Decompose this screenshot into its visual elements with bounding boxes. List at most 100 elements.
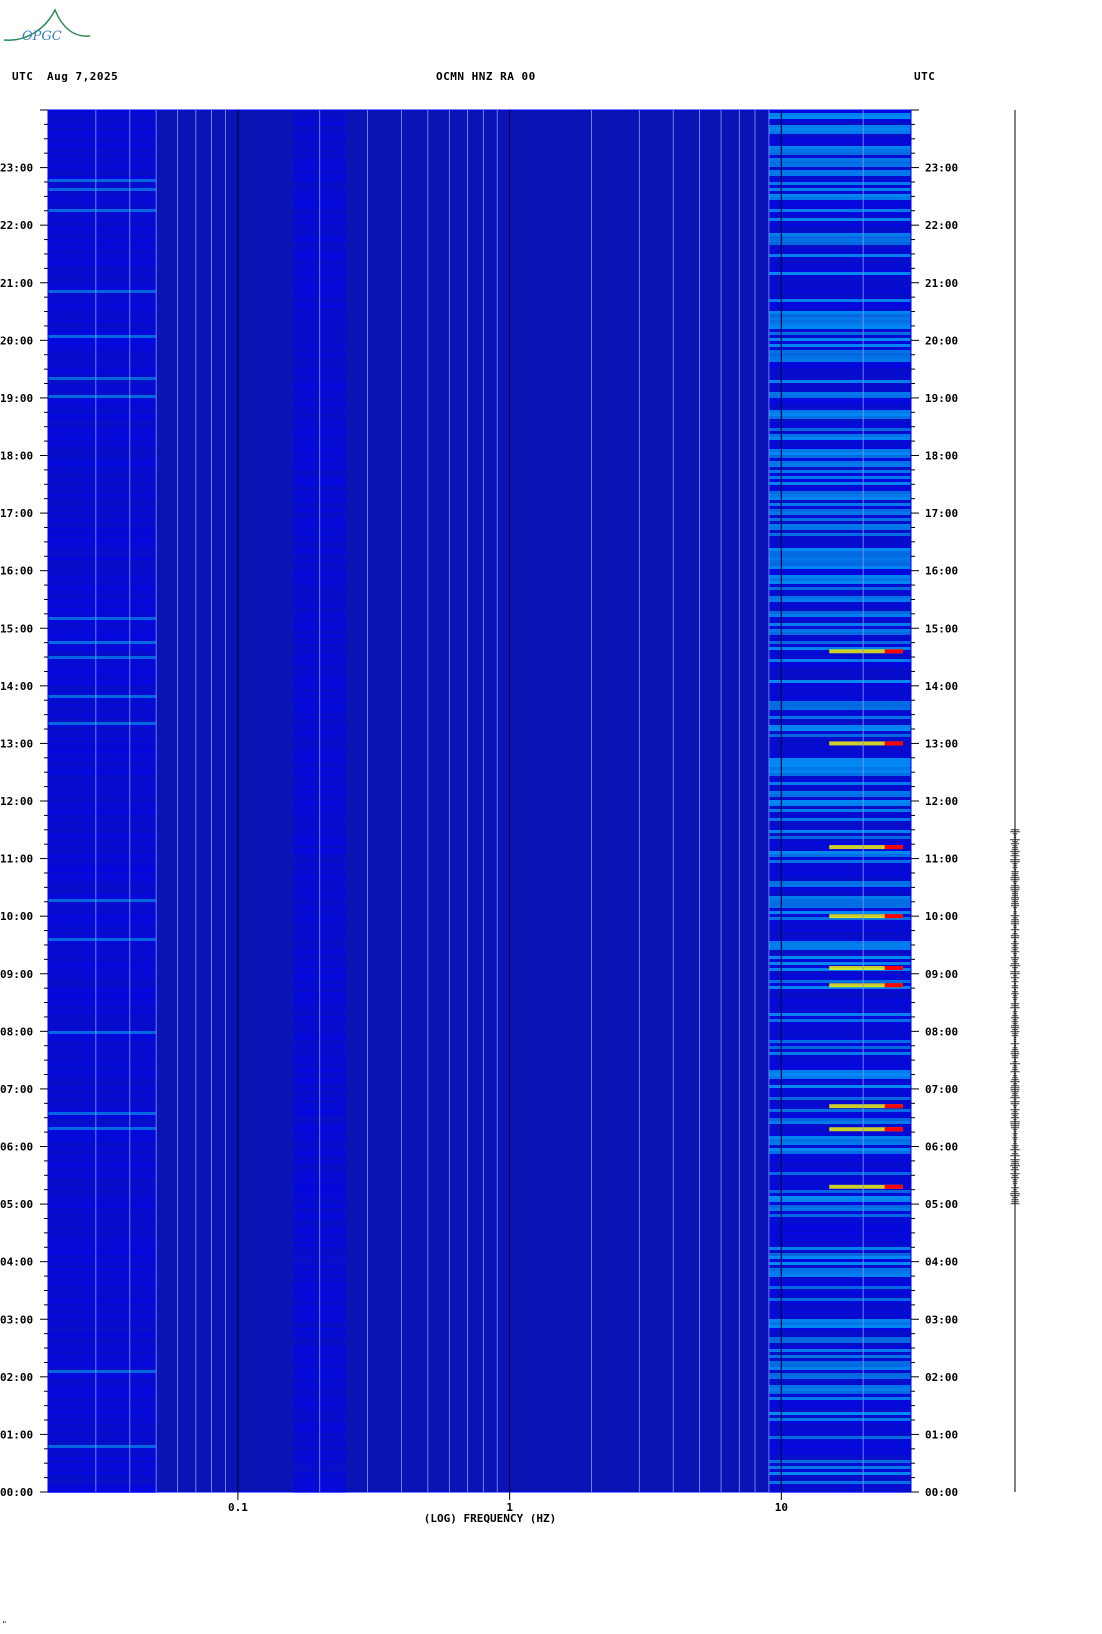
energy-band-0-streak [48, 500, 157, 503]
energy-band-2-streak [768, 218, 911, 221]
y-tick-label-left: 07:00 [0, 1083, 33, 1096]
energy-band-0-streak [48, 584, 157, 587]
energy-band-0-streak [48, 908, 157, 911]
energy-band-2-streak [768, 737, 911, 740]
energy-band-0-streak [48, 530, 157, 533]
energy-band-2-streak [768, 533, 911, 536]
energy-band-2-streak [768, 704, 911, 707]
energy-band-0-streak [48, 1271, 157, 1274]
energy-band-0-streak [48, 1487, 157, 1490]
energy-band-0-streak [48, 857, 157, 860]
energy-band-0-streak [48, 1031, 157, 1034]
energy-band-0-streak [48, 380, 157, 383]
energy-band-2-streak [768, 359, 911, 362]
energy-band-2-streak [768, 1205, 911, 1208]
energy-band-0-streak [48, 1247, 157, 1250]
energy-band-2-streak [768, 782, 911, 785]
energy-band-2-streak [768, 272, 911, 275]
energy-band-0-streak [48, 860, 157, 863]
energy-band-0-streak [48, 137, 157, 140]
energy-band-2-streak [768, 977, 911, 980]
energy-band-0-streak [48, 1415, 157, 1418]
energy-band-0-streak [48, 767, 157, 770]
energy-band-0-streak [48, 146, 157, 149]
energy-band-2-streak [768, 293, 911, 296]
energy-band-2-streak [768, 1199, 911, 1202]
energy-band-2-streak [768, 167, 911, 170]
energy-band-0-streak [48, 950, 157, 953]
energy-band-2-streak [768, 980, 911, 983]
energy-band-2-streak [768, 440, 911, 443]
energy-band-2-streak [768, 560, 911, 563]
energy-band-0-streak [48, 815, 157, 818]
energy-band-2-streak [768, 296, 911, 299]
energy-band-0-streak [48, 644, 157, 647]
energy-band-2-streak [768, 557, 911, 560]
energy-band-0-streak [48, 863, 157, 866]
energy-band-0-streak [48, 689, 157, 692]
energy-band-0-streak [48, 491, 157, 494]
energy-band-2-streak [768, 773, 911, 776]
energy-band-2-streak [768, 1412, 911, 1415]
energy-band-0-streak [48, 1430, 157, 1433]
energy-band-0-streak [48, 821, 157, 824]
energy-band-0-streak [48, 476, 157, 479]
energy-band-0-streak [48, 971, 157, 974]
energy-band-0-streak [48, 1166, 157, 1169]
energy-band-0-streak [48, 539, 157, 542]
energy-band-2-streak [768, 152, 911, 155]
energy-band-0-streak [48, 1481, 157, 1484]
energy-band-2-streak [768, 146, 911, 149]
energy-band-0-streak [48, 515, 157, 518]
energy-band-2-streak [768, 791, 911, 794]
energy-band-2-streak [768, 1046, 911, 1049]
energy-band-0-streak [48, 161, 157, 164]
energy-band-2-streak [768, 1337, 911, 1340]
energy-band-2-streak [768, 1262, 911, 1265]
energy-band-2-streak [768, 815, 911, 818]
energy-band-0-streak [48, 1028, 157, 1031]
energy-band-2-streak [768, 572, 911, 575]
energy-band-2-streak [768, 437, 911, 440]
peak-energy-event [884, 914, 903, 919]
energy-band-0-streak [48, 737, 157, 740]
energy-band-2-streak [768, 392, 911, 395]
energy-band-2-streak [768, 179, 911, 182]
energy-band-2-streak [768, 686, 911, 689]
energy-band-0-streak [48, 1007, 157, 1010]
energy-band-0-streak [48, 350, 157, 353]
energy-band-2-streak [768, 1478, 911, 1481]
energy-band-0-streak [48, 770, 157, 773]
energy-band-0-streak [48, 557, 157, 560]
energy-band-2-streak [768, 1163, 911, 1166]
energy-band-0-streak [48, 347, 157, 350]
energy-band-0-streak [48, 854, 157, 857]
energy-band-2-streak [768, 1112, 911, 1115]
energy-band-0-streak [48, 275, 157, 278]
energy-band-0-streak [48, 758, 157, 761]
energy-band-2-streak [768, 1448, 911, 1451]
energy-band-0-streak [48, 1421, 157, 1424]
energy-band-2-streak [768, 1394, 911, 1397]
energy-band-0-streak [48, 629, 157, 632]
energy-band-2-streak [768, 1145, 911, 1148]
energy-band-0-streak [48, 317, 157, 320]
energy-band-0-streak [48, 1331, 157, 1334]
energy-band-0-streak [48, 587, 157, 590]
energy-band-2-streak [768, 1232, 911, 1235]
energy-band-0-streak [48, 338, 157, 341]
energy-band-2-streak [768, 1211, 911, 1214]
energy-band-0-streak [48, 509, 157, 512]
energy-band-2-streak [768, 227, 911, 230]
energy-band-2-streak [768, 551, 911, 554]
energy-band-2-streak [768, 170, 911, 173]
energy-band-0-streak [48, 314, 157, 317]
energy-band-2-streak [768, 1043, 911, 1046]
energy-band-2-streak [768, 419, 911, 422]
energy-band-0-streak [48, 263, 157, 266]
energy-band-2-streak [768, 1475, 911, 1478]
energy-band-2-streak [768, 233, 911, 236]
energy-band-2-streak [768, 602, 911, 605]
energy-band-0-streak [48, 287, 157, 290]
energy-band-2-streak [768, 548, 911, 551]
